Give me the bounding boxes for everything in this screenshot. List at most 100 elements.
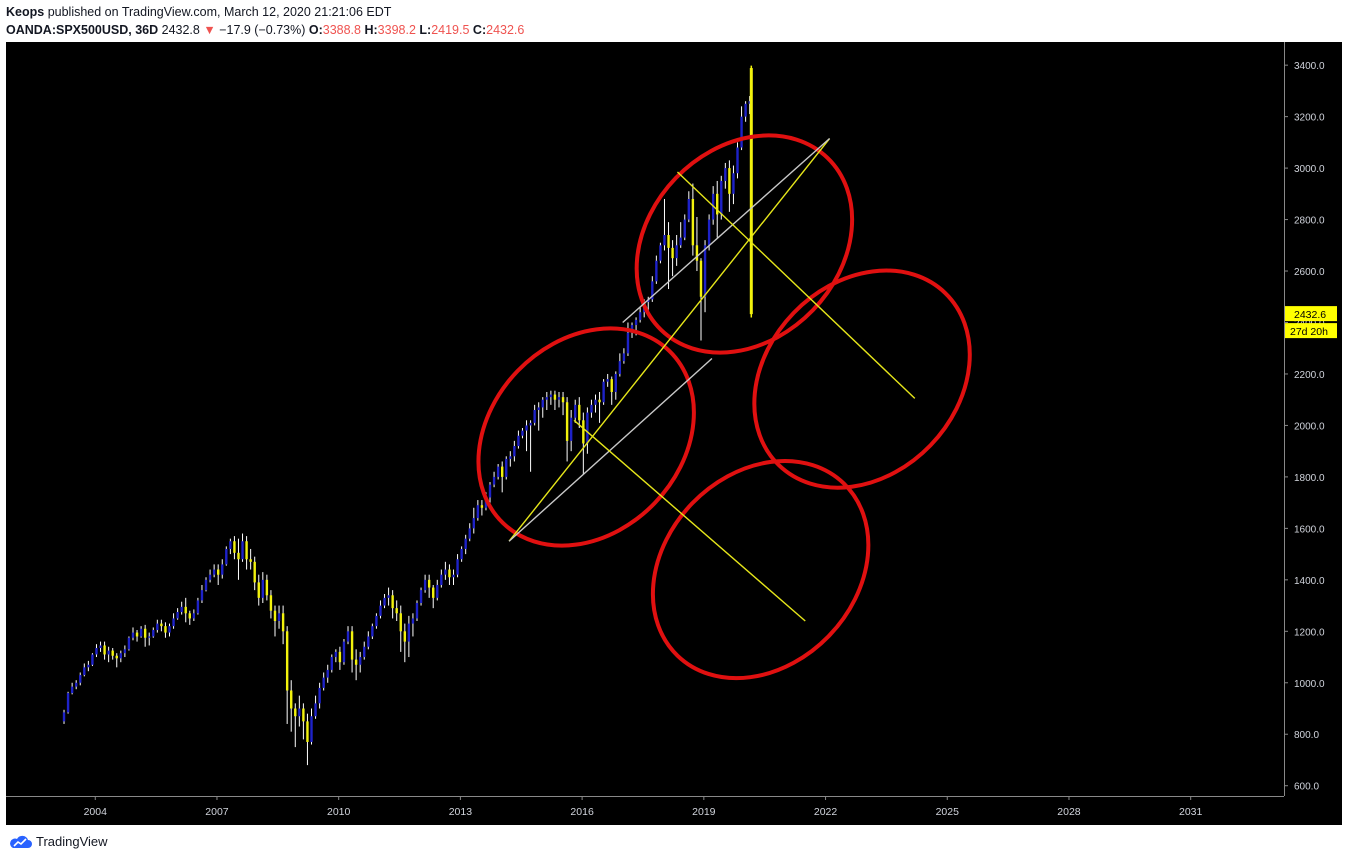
candle-body <box>679 237 682 246</box>
candle-body <box>480 505 484 508</box>
candle-body <box>582 420 585 444</box>
candle-body <box>83 667 86 676</box>
candle-body <box>379 605 382 616</box>
candle-body <box>354 659 358 665</box>
candle-body <box>659 245 662 261</box>
price-chart[interactable]: 3400.03200.03000.02800.02600.02400.02200… <box>6 42 1342 825</box>
candle-body <box>225 548 228 565</box>
candle-body <box>707 219 711 246</box>
candle-body <box>407 623 411 642</box>
candle-body <box>298 708 301 717</box>
candle-body <box>342 641 346 663</box>
gray-trend-line <box>622 137 831 324</box>
candle-body <box>509 456 512 459</box>
candle-body <box>695 245 699 261</box>
price-tick-label: 2800.0 <box>1294 216 1325 227</box>
candle-body <box>594 399 597 405</box>
candle-body <box>294 708 297 717</box>
time-tick-label: 2019 <box>692 806 716 818</box>
candle-body <box>107 650 110 655</box>
candle-body <box>135 632 139 637</box>
red-ellipse <box>650 458 871 681</box>
low-value: 2419.5 <box>431 23 470 37</box>
time-tick-label: 2028 <box>1057 806 1081 818</box>
candle-body <box>436 584 439 598</box>
candle-body <box>651 281 654 300</box>
candle-body <box>513 446 516 457</box>
candle-body <box>748 101 751 104</box>
tradingview-brand[interactable]: TradingView <box>36 834 108 849</box>
candle-body <box>683 219 686 238</box>
candle-body <box>164 626 167 633</box>
candle-body <box>391 595 394 609</box>
candle-body <box>269 595 273 611</box>
candle-body <box>184 606 187 614</box>
candle-body <box>334 651 338 658</box>
candle-body <box>736 147 739 174</box>
candle-body <box>452 574 455 578</box>
candle-body <box>273 610 277 622</box>
candle-body <box>188 613 191 619</box>
candle-body <box>99 645 102 649</box>
candle-body <box>245 541 248 560</box>
candle-body <box>160 623 163 627</box>
price-change: −17.9 (−0.73%) <box>219 23 306 37</box>
candle-body <box>62 712 66 722</box>
candle-body <box>618 361 622 374</box>
candle-body <box>500 466 504 477</box>
candle-body <box>139 628 143 637</box>
candle-body <box>732 173 735 194</box>
countdown-label: 27d 20h <box>1290 326 1328 338</box>
candle-body <box>363 646 366 658</box>
author-name[interactable]: Keops <box>6 5 45 19</box>
open-label: O: <box>308 23 323 37</box>
time-tick-label: 2031 <box>1179 806 1203 818</box>
candle-body <box>302 708 305 722</box>
candle-body <box>541 399 544 408</box>
candle-body <box>505 458 508 477</box>
candle-body <box>724 168 727 181</box>
candle-body <box>91 654 94 665</box>
candle-body <box>634 319 638 326</box>
candle-body <box>143 628 147 638</box>
candle-body <box>638 312 642 320</box>
candle-body <box>216 569 220 575</box>
candle-body <box>749 68 753 315</box>
candle-body <box>290 690 293 709</box>
candle-body <box>249 559 252 562</box>
candle-body <box>468 528 471 539</box>
candle-body <box>229 541 232 549</box>
candle-body <box>346 631 350 642</box>
time-tick-label: 2022 <box>814 806 838 818</box>
candle-body <box>326 669 329 678</box>
candle-body <box>415 602 419 619</box>
candle-body <box>399 613 402 632</box>
candle-body <box>427 579 431 588</box>
chart-area[interactable]: 3400.03200.03000.02800.02600.02400.02200… <box>6 42 1342 825</box>
publish-text: published on TradingView.com, March 12, … <box>47 5 392 19</box>
price-tick-label: 3000.0 <box>1294 164 1325 175</box>
candle-body <box>663 235 666 246</box>
price-tick-label: 3400.0 <box>1294 61 1325 72</box>
close-label: C: <box>472 23 487 37</box>
publish-info: Keops published on TradingView.com, Marc… <box>6 5 391 19</box>
candle-body <box>610 379 613 392</box>
candle-body <box>176 612 179 619</box>
candle-body <box>521 430 524 436</box>
candle-body <box>200 590 204 601</box>
candle-body <box>221 564 224 575</box>
candle-body <box>70 686 74 694</box>
candle-body <box>152 630 155 637</box>
high-label: H: <box>364 23 378 37</box>
candle-body <box>172 618 175 627</box>
price-tick-label: 1600.0 <box>1294 524 1325 535</box>
yellow-trend-line <box>573 419 806 622</box>
price-tick-label: 2000.0 <box>1294 421 1325 432</box>
candle-body <box>517 435 520 447</box>
candle-body <box>626 332 630 354</box>
candle-body <box>691 198 695 246</box>
candle-body <box>314 703 317 717</box>
candle-body <box>208 574 212 580</box>
chart-background <box>6 42 1342 825</box>
symbol-label[interactable]: OANDA:SPX500USD, 36D <box>6 23 159 37</box>
